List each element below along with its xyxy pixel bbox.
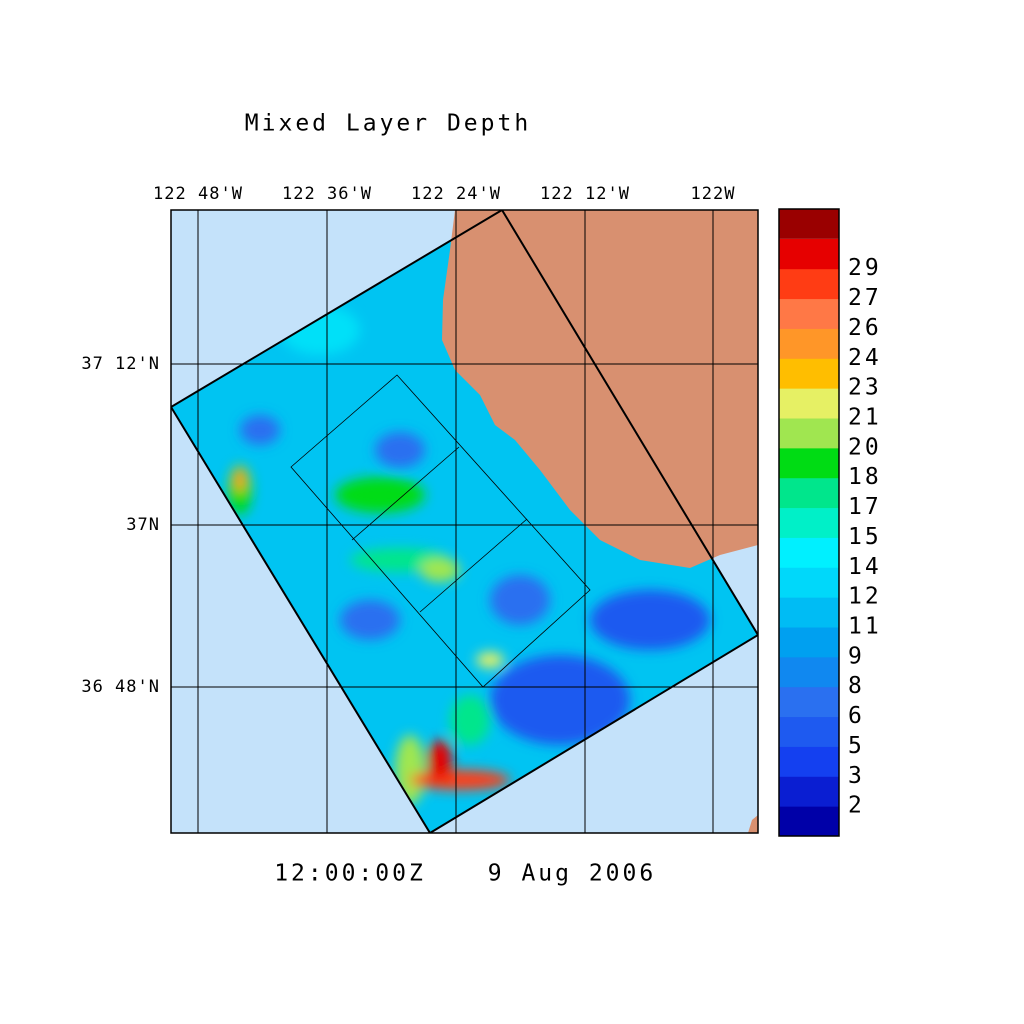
colorbar-label: 24 — [848, 345, 882, 371]
land — [748, 815, 758, 833]
date: 9 Aug 2006 — [488, 861, 656, 887]
colorbar-bin — [779, 447, 839, 479]
lat-label: 37N — [126, 515, 160, 535]
colorbar-bin — [779, 567, 839, 598]
colorbar-bin — [779, 328, 839, 359]
colorbar-bin — [779, 597, 839, 628]
land — [442, 210, 758, 568]
colorbar-bin — [779, 418, 839, 449]
colorbar-bin — [779, 358, 839, 389]
colorbar-label: 6 — [848, 703, 865, 729]
colorbar-label: 20 — [848, 434, 882, 460]
lat-label: 36 48'N — [81, 677, 160, 697]
colorbar-label: 23 — [848, 375, 882, 401]
colorbar-label: 27 — [848, 285, 882, 311]
colorbar-label: 29 — [848, 255, 882, 281]
nested-boxes — [290, 374, 591, 688]
colorbar-bin — [779, 507, 839, 538]
colorbar-label: 15 — [848, 524, 882, 550]
lon-label: 122 12'W — [540, 184, 630, 204]
frame — [170, 209, 759, 834]
lon-label: 122W — [691, 184, 736, 204]
colorbar-label: 14 — [848, 554, 882, 580]
lon-label: 122 36'W — [282, 184, 372, 204]
colorbar-bin — [779, 806, 839, 837]
lat-label: 37 12'N — [81, 354, 160, 374]
colorbar-label: 11 — [848, 614, 882, 640]
colorbar-label: 5 — [848, 733, 865, 759]
colorbar-bin — [779, 776, 839, 807]
grid — [171, 210, 758, 833]
colorbar-bin — [779, 656, 839, 688]
time: 12:00:00Z — [274, 861, 426, 887]
colorbar-bin — [779, 746, 839, 777]
colorbar-label: 17 — [848, 494, 882, 520]
colorbar-bin — [779, 209, 839, 239]
colorbar-label: 3 — [848, 763, 865, 789]
colorbar-label: 2 — [848, 793, 865, 819]
colorbar-bin — [779, 388, 839, 419]
colorbar-bin — [779, 627, 839, 658]
title: Mixed Layer Depth — [245, 111, 531, 137]
domain-outline — [171, 210, 758, 833]
colorbar-frame — [778, 208, 840, 837]
lon-labels: 122 48'W 122 36'W 122 24'W 122 12'W 122W — [153, 184, 736, 204]
colorbar-label: 9 — [848, 643, 865, 669]
colorbar-bin — [779, 716, 839, 747]
colorbar-bin — [779, 686, 839, 718]
map — [171, 210, 758, 833]
colorbar-label: 8 — [848, 673, 865, 699]
lon-label: 122 24'W — [411, 184, 501, 204]
colorbar-bin — [779, 268, 839, 300]
colorbar-bin — [779, 537, 839, 568]
colorbar-label: 26 — [848, 315, 882, 341]
colorbar-bin — [779, 238, 839, 270]
lat-labels: 37 12'N 37N 36 48'N — [81, 354, 160, 697]
lon-label: 122 48'W — [153, 184, 243, 204]
colorbar-label: 12 — [848, 584, 882, 610]
colorbar-bin — [779, 298, 839, 329]
colorbar-label: 21 — [848, 405, 882, 431]
colorbar-label: 18 — [848, 464, 882, 490]
colorbar-bin — [779, 477, 839, 509]
